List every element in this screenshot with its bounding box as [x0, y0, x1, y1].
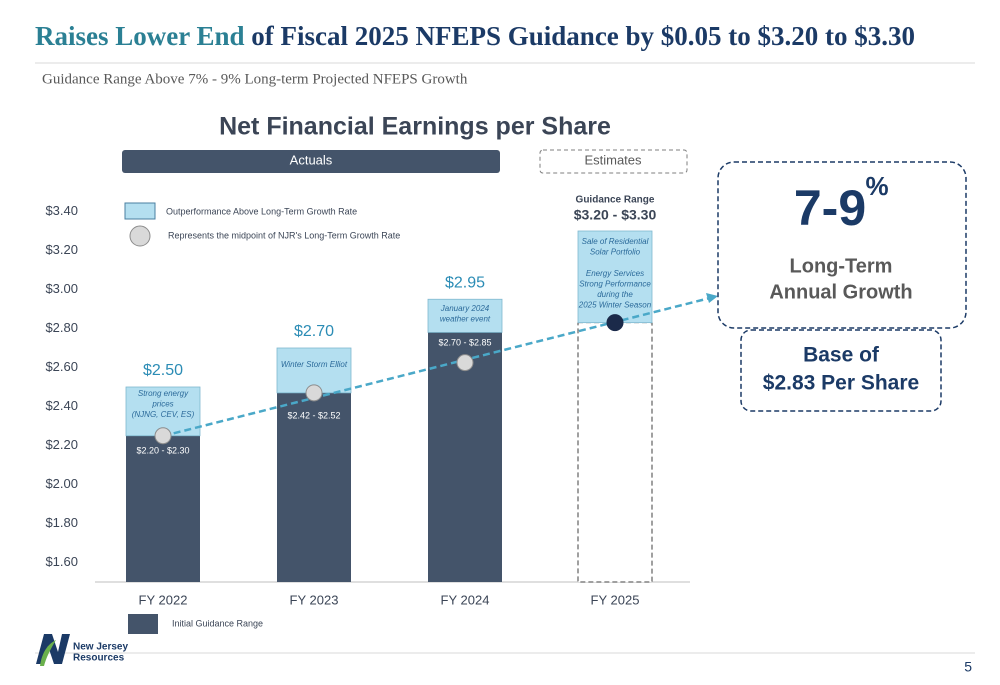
y-tick-label: $3.20: [45, 242, 78, 257]
y-tick-label: $2.00: [45, 476, 78, 491]
y-tick-label: $1.60: [45, 554, 78, 569]
x-tick-label: FY 2023: [290, 592, 339, 607]
midpoint-marker: [456, 354, 474, 372]
estimates-band: [539, 149, 688, 174]
y-tick-label: $2.20: [45, 437, 78, 452]
estimates-label: Estimates: [584, 152, 642, 167]
legend-swatch: [129, 225, 151, 247]
bar-segment: [126, 435, 200, 582]
growth-unit: %: [865, 171, 888, 201]
x-tick-label: FY 2022: [139, 592, 188, 607]
growth-box: [717, 161, 967, 329]
note: Strong Performance: [579, 280, 651, 289]
y-tick-label: $1.80: [45, 515, 78, 530]
note: Energy Services: [586, 269, 644, 278]
x-tick-label: FY 2025: [591, 592, 640, 607]
growth-label: Long-Term: [790, 255, 893, 277]
note: weather event: [440, 315, 491, 324]
y-tick-label: $2.80: [45, 320, 78, 335]
base-box: [740, 329, 942, 412]
y-tick-label: $3.40: [45, 203, 78, 218]
note: Winter Storm Elliot: [281, 360, 348, 369]
bar-segment: [428, 332, 502, 582]
page-number: 5: [964, 659, 972, 675]
logo-leaf: [40, 640, 56, 666]
subtitle: Guidance Range Above 7% - 9% Long-term P…: [42, 71, 468, 87]
trend-line: [162, 296, 711, 438]
growth-value: 7-9: [794, 180, 866, 236]
note: January 2024: [440, 304, 490, 313]
bar-segment: [277, 392, 351, 582]
actuals-label: Actuals: [290, 152, 333, 167]
bar-segment: [577, 322, 653, 583]
y-tick-label: $2.40: [45, 398, 78, 413]
note: (NJNG, CEV, ES): [132, 410, 195, 419]
title-rest: of Fiscal 2025 NFEPS Guidance by $0.05 t…: [251, 21, 915, 51]
guidance-title: Guidance Range: [576, 195, 655, 206]
note: Solar Portfolio: [590, 248, 641, 257]
base-label: $2.83 Per Share: [763, 372, 919, 395]
legend-label: Represents the midpoint of NJR's Long-Te…: [168, 230, 400, 240]
slide-title: Raises Lower End of Fiscal 2025 NFEPS Gu…: [35, 21, 915, 51]
actuals-band: [122, 150, 500, 173]
legend-label: Initial Guidance Range: [172, 618, 263, 628]
x-tick-label: FY 2024: [441, 592, 490, 607]
y-tick-label: $2.60: [45, 359, 78, 374]
legend-swatch: [124, 202, 156, 220]
note: 2025 Winter Season: [578, 301, 652, 310]
chart-title: Net Financial Earnings per Share: [219, 113, 611, 141]
range-label: $2.70 - $2.85: [438, 337, 491, 347]
legend-swatch: [128, 614, 158, 634]
note: Strong energy: [138, 389, 189, 398]
midpoint-marker: [154, 427, 172, 445]
total-label: $2.50: [143, 362, 183, 379]
overlay: $2.50 $2.70 $2.95 $2.20 - $2.30 $2.42 - $2.5…: [124, 202, 652, 634]
note: prices: [151, 400, 173, 409]
growth-label: Annual Growth: [769, 281, 912, 303]
total-label: $2.95: [445, 274, 485, 291]
logo-text: New Jersey: [73, 642, 128, 653]
total-label: $2.70: [294, 323, 334, 340]
midpoint-marker: [606, 314, 624, 332]
legend-label: Outperformance Above Long-Term Growth Ra…: [166, 206, 357, 216]
y-tick-label: $3.00: [45, 281, 78, 296]
bar-segment: [427, 298, 503, 333]
title-highlight: Raises Lower End: [35, 21, 245, 51]
midpoint-marker: [305, 384, 323, 402]
logo-mark: [36, 634, 70, 664]
range-label: $2.42 - $2.52: [287, 410, 340, 420]
note: Sale of Residential: [582, 237, 649, 246]
trend-arrow: [706, 293, 718, 303]
logo-text: Resources: [73, 653, 125, 664]
base-label: Base of: [803, 344, 880, 367]
plot: $1.60 $1.80 $2.00 $2.20 $2.40 $2.60 $2.80 $3.00…: [45, 203, 690, 607]
range-label: $2.20 - $2.30: [136, 445, 189, 455]
note: during the: [597, 290, 633, 299]
guidance-range: $3.20 - $3.30: [574, 207, 657, 223]
